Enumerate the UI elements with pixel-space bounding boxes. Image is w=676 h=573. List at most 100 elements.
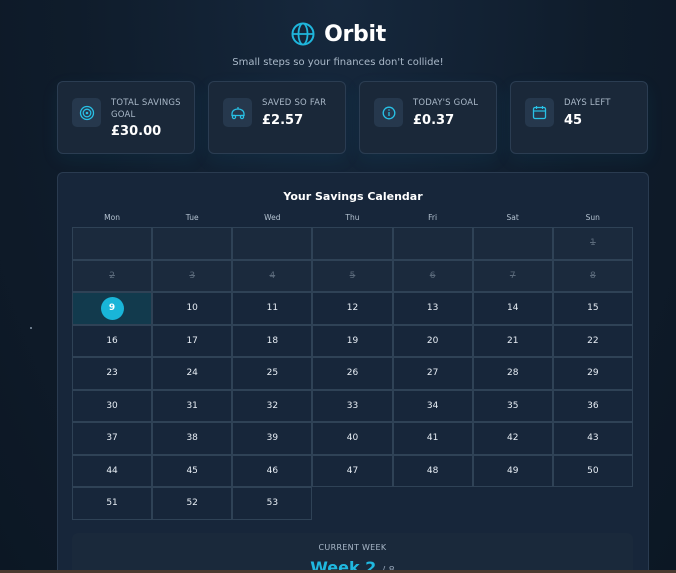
calendar-day[interactable]: 30: [72, 389, 153, 422]
calendar-day[interactable]: 36: [552, 389, 633, 422]
stat-value: £0.37: [413, 113, 455, 128]
calendar-day-completed[interactable]: 1: [552, 227, 633, 260]
calendar-day[interactable]: 48: [392, 454, 473, 487]
calendar-day-completed[interactable]: 2: [72, 259, 153, 292]
calendar-day[interactable]: 44: [72, 454, 153, 487]
calendar-empty-cell: [152, 227, 233, 260]
calendar-day[interactable]: 19: [312, 324, 393, 357]
app-title: Orbit: [324, 21, 386, 47]
calendar-day[interactable]: 31: [152, 389, 233, 422]
target-icon: [72, 98, 101, 127]
calendar-day[interactable]: 11: [232, 292, 313, 325]
stat-label: SAVED SO FAR: [262, 98, 327, 108]
weekday-label: Sat: [506, 213, 519, 222]
calendar-day[interactable]: 40: [312, 422, 393, 455]
calendar-day[interactable]: 26: [312, 357, 393, 390]
calendar-day-completed[interactable]: 7: [472, 259, 553, 292]
calendar-day[interactable]: 46: [232, 454, 313, 487]
calendar-day[interactable]: 34: [392, 389, 473, 422]
today-marker: 9: [100, 296, 124, 320]
weekday-header: Mon Tue Wed Thu Fri Sat Sun: [72, 213, 633, 223]
app-header: Orbit Small steps so your finances don't…: [0, 18, 676, 69]
calendar-day[interactable]: 39: [232, 422, 313, 455]
stat-label: TOTAL SAVINGS GOAL: [111, 98, 181, 120]
stat-card-today-goal: TODAY'S GOAL £0.37: [359, 81, 497, 154]
weekday-label: Thu: [345, 213, 360, 222]
calendar-day[interactable]: 28: [472, 357, 553, 390]
calendar-day[interactable]: 12: [312, 292, 393, 325]
calendar-day[interactable]: 51: [72, 487, 153, 520]
calendar-day[interactable]: 14: [472, 292, 553, 325]
calendar-title: Your Savings Calendar: [283, 190, 423, 203]
calendar-day-completed[interactable]: 5: [312, 259, 393, 292]
piggy-bank-icon: [223, 98, 252, 127]
calendar-day[interactable]: 23: [72, 357, 153, 390]
calendar-day-completed[interactable]: 3: [152, 259, 233, 292]
calendar-day[interactable]: 38: [152, 422, 233, 455]
info-icon: [374, 98, 403, 127]
current-week-panel: CURRENT WEEK Week 2 / 8: [72, 533, 633, 573]
calendar-day[interactable]: 20: [392, 324, 473, 357]
calendar-day-completed[interactable]: 8: [552, 259, 633, 292]
calendar-empty-cell: [472, 227, 553, 260]
stat-value: £2.57: [262, 113, 304, 128]
calendar-day[interactable]: 50: [552, 454, 633, 487]
calendar-day[interactable]: 18: [232, 324, 313, 357]
calendar-grid: 1 2 3 4 5 6 7 8 9 10 11 12 13 14 15 16 17 18 19 20 21 22 23 24 2…: [72, 227, 633, 520]
current-week-value: Week 2 / 8: [72, 558, 633, 573]
stat-value: 45: [564, 113, 583, 128]
stat-label: DAYS LEFT: [564, 98, 611, 108]
stat-card-days-left: DAYS LEFT 45: [510, 81, 648, 154]
current-week-number: Week 2: [310, 558, 377, 573]
calendar-day[interactable]: 42: [472, 422, 553, 455]
stats-row: TOTAL SAVINGS GOAL £30.00 SAVED SO FAR £…: [57, 81, 649, 154]
calendar-day[interactable]: 29: [552, 357, 633, 390]
weekday-label: Mon: [104, 213, 120, 222]
calendar-day[interactable]: 22: [552, 324, 633, 357]
calendar-day[interactable]: 45: [152, 454, 233, 487]
calendar-empty-cell: [72, 227, 153, 260]
calendar-icon: [525, 98, 554, 127]
calendar-day[interactable]: 25: [232, 357, 313, 390]
app-tagline: Small steps so your finances don't colli…: [232, 57, 444, 68]
weekday-label: Tue: [185, 213, 199, 222]
calendar-day[interactable]: 35: [472, 389, 553, 422]
calendar-day[interactable]: 10: [152, 292, 233, 325]
calendar-day[interactable]: 27: [392, 357, 473, 390]
stat-card-total-goal: TOTAL SAVINGS GOAL £30.00: [57, 81, 195, 154]
calendar-day[interactable]: 37: [72, 422, 153, 455]
stat-card-saved: SAVED SO FAR £2.57: [208, 81, 346, 154]
calendar-day[interactable]: 33: [312, 389, 393, 422]
calendar-day-completed[interactable]: 4: [232, 259, 313, 292]
current-week-label: CURRENT WEEK: [318, 543, 387, 552]
weekday-label: Wed: [264, 213, 281, 222]
calendar-day[interactable]: 13: [392, 292, 473, 325]
calendar-empty-cell: [232, 227, 313, 260]
calendar-day-completed[interactable]: 6: [392, 259, 473, 292]
calendar-empty-cell: [312, 227, 393, 260]
calendar-day[interactable]: 17: [152, 324, 233, 357]
calendar-day[interactable]: 52: [152, 487, 233, 520]
bottom-edge: [0, 570, 676, 573]
calendar-day[interactable]: 49: [472, 454, 553, 487]
weekday-label: Fri: [428, 213, 438, 222]
calendar-day[interactable]: 24: [152, 357, 233, 390]
calendar-day-today[interactable]: 9: [72, 292, 153, 325]
stat-label: TODAY'S GOAL: [413, 98, 479, 108]
savings-calendar: Your Savings Calendar Mon Tue Wed Thu Fr…: [57, 172, 649, 573]
calendar-day[interactable]: 53: [232, 487, 313, 520]
current-week-total: / 8: [381, 565, 395, 573]
cursor-dot: [30, 327, 32, 329]
calendar-day[interactable]: 16: [72, 324, 153, 357]
calendar-day[interactable]: 43: [552, 422, 633, 455]
calendar-day[interactable]: 21: [472, 324, 553, 357]
calendar-day[interactable]: 32: [232, 389, 313, 422]
weekday-label: Sun: [585, 213, 600, 222]
brand: Orbit: [290, 18, 386, 50]
calendar-day[interactable]: 15: [552, 292, 633, 325]
globe-icon: [291, 22, 315, 46]
calendar-day[interactable]: 47: [312, 454, 393, 487]
stat-value: £30.00: [111, 124, 162, 139]
calendar-day[interactable]: 41: [392, 422, 473, 455]
calendar-empty-cell: [392, 227, 473, 260]
